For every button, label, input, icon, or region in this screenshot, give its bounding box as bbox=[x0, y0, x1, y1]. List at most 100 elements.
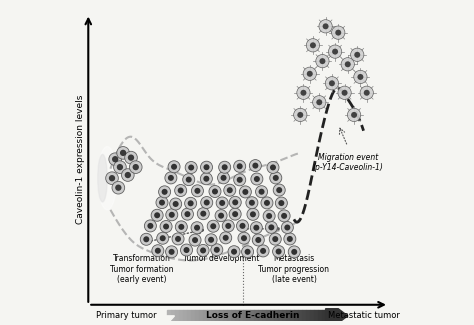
Circle shape bbox=[115, 185, 121, 191]
Circle shape bbox=[319, 58, 326, 64]
Circle shape bbox=[207, 220, 219, 232]
Circle shape bbox=[316, 99, 322, 105]
Circle shape bbox=[169, 249, 174, 255]
Circle shape bbox=[239, 186, 251, 198]
FancyArrow shape bbox=[326, 309, 348, 323]
Circle shape bbox=[173, 201, 179, 207]
Circle shape bbox=[246, 197, 258, 209]
Circle shape bbox=[125, 172, 131, 178]
Circle shape bbox=[332, 26, 345, 39]
Circle shape bbox=[310, 42, 316, 48]
Circle shape bbox=[201, 211, 206, 217]
Ellipse shape bbox=[98, 154, 107, 202]
Circle shape bbox=[287, 236, 293, 242]
Circle shape bbox=[252, 162, 258, 169]
Circle shape bbox=[251, 173, 263, 185]
Circle shape bbox=[109, 175, 115, 181]
Circle shape bbox=[191, 185, 203, 197]
Circle shape bbox=[281, 213, 287, 219]
Circle shape bbox=[276, 187, 282, 193]
Circle shape bbox=[197, 208, 210, 220]
Circle shape bbox=[178, 188, 183, 193]
Circle shape bbox=[106, 172, 118, 185]
Circle shape bbox=[117, 164, 123, 170]
Circle shape bbox=[237, 177, 243, 183]
Circle shape bbox=[232, 211, 238, 217]
Circle shape bbox=[125, 151, 137, 164]
Circle shape bbox=[255, 237, 261, 243]
Circle shape bbox=[272, 236, 278, 242]
Circle shape bbox=[239, 223, 246, 229]
Text: Metastatic tumor: Metastatic tumor bbox=[328, 311, 400, 320]
Circle shape bbox=[163, 224, 169, 229]
Circle shape bbox=[183, 247, 190, 253]
Bar bbox=[270, 309, 274, 322]
Circle shape bbox=[252, 234, 264, 246]
Circle shape bbox=[255, 186, 267, 198]
Circle shape bbox=[242, 189, 248, 195]
Circle shape bbox=[345, 61, 351, 67]
Circle shape bbox=[128, 154, 134, 161]
Circle shape bbox=[225, 223, 231, 229]
Text: Metastasis
Tumor progression
(late event): Metastasis Tumor progression (late event… bbox=[258, 254, 329, 284]
Bar bbox=[195, 309, 199, 322]
Bar bbox=[294, 309, 298, 322]
Circle shape bbox=[250, 211, 256, 217]
Circle shape bbox=[253, 225, 259, 231]
Circle shape bbox=[237, 220, 248, 232]
Circle shape bbox=[229, 196, 241, 208]
Circle shape bbox=[237, 163, 243, 169]
Circle shape bbox=[249, 160, 261, 172]
Bar bbox=[238, 309, 243, 322]
Circle shape bbox=[234, 160, 246, 172]
Circle shape bbox=[332, 49, 338, 55]
Circle shape bbox=[197, 244, 209, 256]
Circle shape bbox=[351, 112, 357, 118]
Circle shape bbox=[238, 232, 250, 244]
Circle shape bbox=[278, 200, 284, 206]
Circle shape bbox=[316, 55, 329, 68]
Circle shape bbox=[166, 209, 178, 221]
Circle shape bbox=[293, 108, 307, 122]
Circle shape bbox=[360, 86, 374, 99]
Circle shape bbox=[275, 197, 287, 209]
Circle shape bbox=[165, 172, 177, 184]
Circle shape bbox=[313, 96, 326, 109]
Circle shape bbox=[224, 184, 236, 196]
Bar bbox=[250, 309, 255, 322]
Bar bbox=[179, 309, 183, 322]
Circle shape bbox=[306, 39, 319, 52]
Bar bbox=[255, 309, 258, 322]
Circle shape bbox=[231, 249, 237, 255]
Circle shape bbox=[273, 184, 285, 196]
Circle shape bbox=[223, 235, 229, 241]
Circle shape bbox=[301, 90, 306, 96]
Circle shape bbox=[160, 235, 166, 241]
Circle shape bbox=[307, 71, 313, 77]
Circle shape bbox=[270, 164, 276, 170]
Circle shape bbox=[203, 176, 210, 182]
Bar bbox=[302, 309, 306, 322]
Circle shape bbox=[278, 210, 290, 222]
Circle shape bbox=[329, 80, 335, 86]
Circle shape bbox=[364, 90, 370, 96]
Circle shape bbox=[325, 77, 338, 90]
Circle shape bbox=[303, 67, 317, 80]
Bar bbox=[262, 309, 266, 322]
Text: Caveolin-1 expression levels: Caveolin-1 expression levels bbox=[76, 95, 85, 224]
Circle shape bbox=[194, 188, 201, 194]
Circle shape bbox=[229, 208, 241, 220]
Circle shape bbox=[297, 86, 310, 99]
Circle shape bbox=[351, 48, 364, 61]
Circle shape bbox=[205, 234, 217, 246]
Circle shape bbox=[147, 223, 154, 229]
Circle shape bbox=[201, 161, 212, 173]
Circle shape bbox=[170, 198, 182, 210]
Bar bbox=[258, 309, 262, 322]
Circle shape bbox=[211, 244, 223, 256]
Circle shape bbox=[194, 225, 200, 231]
Circle shape bbox=[264, 200, 270, 206]
Text: Tumor development: Tumor development bbox=[183, 254, 259, 263]
Circle shape bbox=[269, 233, 281, 245]
Circle shape bbox=[219, 200, 225, 206]
